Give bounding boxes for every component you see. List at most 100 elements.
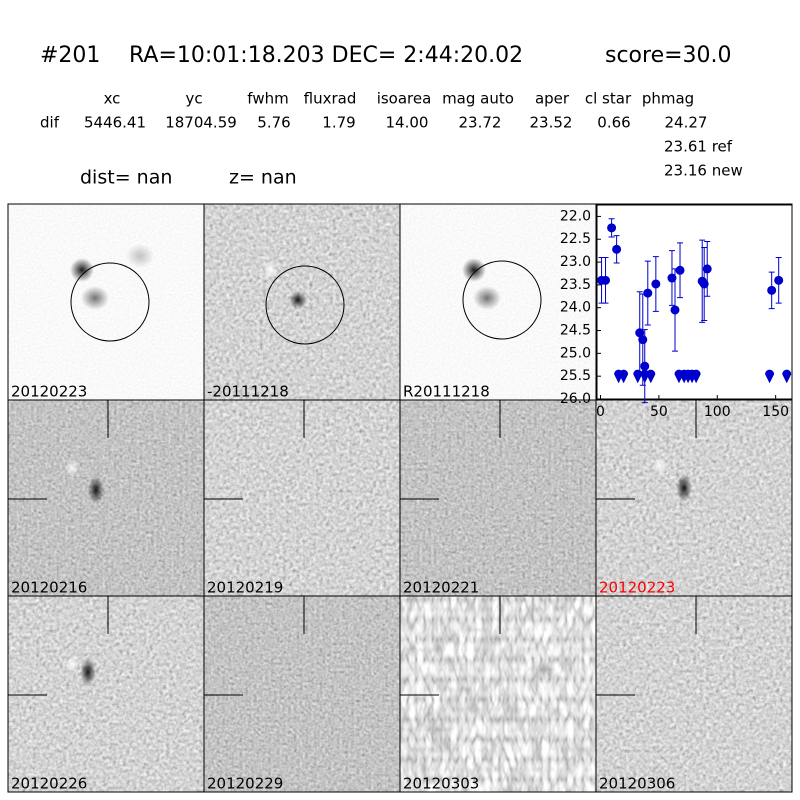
y-tick-label: 23.0 — [560, 254, 591, 270]
panel-labels: 20120223 -20111218 R20111218 20120216 201202… — [11, 383, 675, 793]
x-tick-label: 50 — [650, 404, 668, 420]
image-blob — [126, 244, 154, 268]
image-blob — [676, 474, 692, 502]
x-tick-label: 0 — [596, 404, 605, 420]
panel-label: R20111218 — [403, 383, 490, 401]
column-header: yc — [185, 90, 202, 108]
image — [8, 596, 204, 792]
light-curve: 22.0 22.5 23.0 23.5 24.0 24.5 25.0 25.5 26.0 0 50 1… — [560, 208, 792, 420]
image-blob — [80, 658, 96, 686]
image-blob — [462, 258, 486, 282]
image-blob — [653, 457, 667, 475]
aperture — [462, 260, 542, 340]
detection — [774, 275, 784, 285]
candidate-id: #201 — [40, 43, 100, 68]
phmag-extra: 23.61 ref — [664, 138, 733, 156]
cell: 1.79 — [322, 114, 355, 132]
column-header: phmag — [642, 90, 694, 108]
upper-limit — [691, 369, 701, 384]
detection — [675, 265, 685, 275]
image-grid — [7, 203, 793, 793]
detection — [767, 285, 777, 295]
x-tick-label: 100 — [704, 404, 731, 420]
image — [400, 596, 596, 792]
panel-label: 20120306 — [599, 775, 675, 793]
panel-label: 20120219 — [207, 579, 283, 597]
panel-label: 20120229 — [207, 775, 283, 793]
upper-limit — [782, 369, 792, 384]
image-blob — [70, 258, 94, 282]
image-blob — [81, 286, 109, 310]
y-tick-label: 24.5 — [560, 323, 591, 339]
y-tick-label: 25.5 — [560, 368, 591, 384]
cell: 0.66 — [597, 114, 630, 132]
upper-limit — [619, 369, 629, 384]
stats-table: xc yc fwhm fluxrad isoarea mag auto aper cl sta… — [40, 90, 743, 180]
image-blob — [289, 291, 307, 309]
panel-label: 20120303 — [403, 775, 479, 793]
image — [204, 400, 400, 596]
y-tick-label: 22.0 — [560, 208, 591, 224]
panel-borders — [7, 203, 793, 793]
column-header: mag auto — [442, 90, 514, 108]
cell: 18704.59 — [165, 114, 237, 132]
phmag-extra: 23.16 new — [664, 162, 743, 180]
aperture — [265, 265, 345, 345]
cell: 24.27 — [665, 114, 708, 132]
detection — [651, 279, 661, 289]
panel-label: 20120223 — [11, 383, 87, 401]
panel-label: -20111218 — [207, 383, 289, 401]
panel-label: 20120223 — [599, 579, 675, 597]
cell: 23.72 — [459, 114, 502, 132]
dist: dist= nan — [80, 167, 172, 189]
column-header: fwhm — [247, 90, 288, 108]
y-tick-label: 22.5 — [560, 231, 591, 247]
row-label: dif — [40, 114, 60, 132]
upper-limit — [646, 369, 656, 384]
detection — [667, 273, 677, 283]
upper-limit — [765, 369, 775, 384]
column-header: aper — [535, 90, 570, 108]
column-header: cl star — [585, 90, 632, 108]
cell: 14.00 — [386, 114, 429, 132]
redshift: z= nan — [229, 167, 297, 189]
crosshairs — [8, 400, 697, 696]
plot-area — [596, 204, 793, 400]
y-tick-label: 23.5 — [560, 277, 591, 293]
detection — [670, 305, 680, 315]
y-tick-label: 25.0 — [560, 345, 591, 361]
image-blob — [473, 286, 501, 310]
detection — [638, 335, 648, 345]
panel-label: 20120221 — [403, 579, 479, 597]
detection — [612, 244, 622, 254]
image — [204, 596, 400, 792]
detection — [640, 361, 650, 371]
column-header: xc — [104, 90, 121, 108]
image — [596, 596, 792, 792]
panel-label: 20120216 — [11, 579, 87, 597]
image-blob — [88, 476, 104, 504]
cell: 5.76 — [257, 114, 290, 132]
image-blob — [65, 459, 79, 477]
y-tick-label: 26.0 — [560, 391, 591, 407]
x-tick-label: 150 — [762, 404, 789, 420]
image-blob — [65, 655, 79, 673]
image — [8, 400, 204, 596]
detection — [702, 264, 712, 274]
detection — [643, 288, 653, 298]
image-blob — [262, 260, 278, 280]
column-header: isoarea — [377, 90, 432, 108]
cell: 5446.41 — [84, 114, 146, 132]
column-header: fluxrad — [304, 90, 357, 108]
score: score=30.0 — [605, 43, 732, 68]
detection — [607, 223, 617, 233]
detection — [699, 279, 709, 289]
panel-label: 20120226 — [11, 775, 87, 793]
coordinates: RA=10:01:18.203 DEC= 2:44:20.02 — [129, 43, 523, 68]
cell: 23.52 — [530, 114, 573, 132]
image — [596, 400, 792, 596]
y-tick-label: 24.0 — [560, 300, 591, 316]
aperture — [70, 262, 150, 342]
